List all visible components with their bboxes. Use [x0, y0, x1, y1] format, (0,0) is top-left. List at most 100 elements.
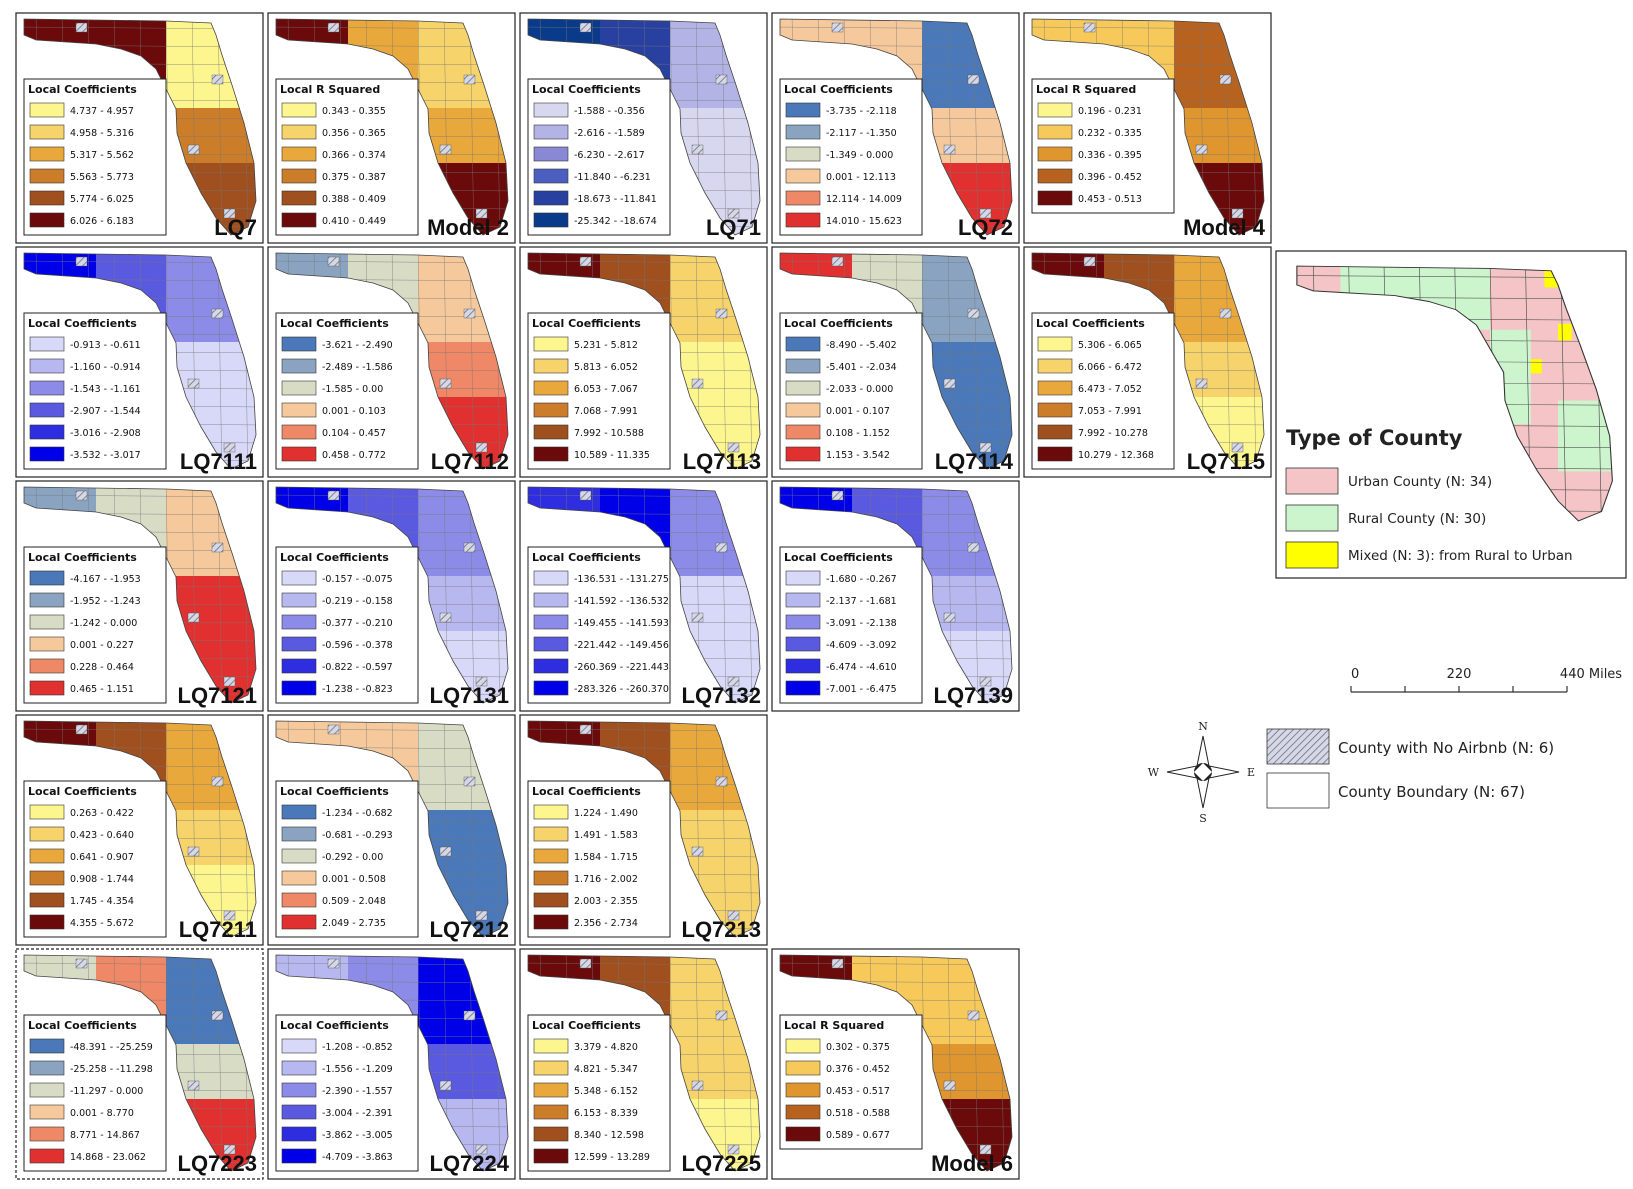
legend-class: 0.518 - 0.588: [826, 1108, 890, 1119]
legend-class: 10.279 - 12.368: [1078, 450, 1154, 461]
legend-title: Local R Squared: [280, 83, 380, 96]
legend-swatch: [30, 593, 64, 607]
map-panel: Local Coefficients-3.621 - -2.490-2.489 …: [268, 247, 518, 487]
legend-class: 0.366 - 0.374: [322, 150, 386, 161]
legend-swatch: [534, 213, 568, 227]
legend-title: Local Coefficients: [532, 551, 641, 564]
no-airbnb-county: [968, 309, 979, 318]
legend-class: 0.376 - 0.452: [826, 1064, 890, 1075]
legend-swatch: [1038, 337, 1072, 351]
legend-class: 0.589 - 0.677: [826, 1130, 890, 1141]
legend-swatch: [282, 169, 316, 183]
legend-swatch: [786, 125, 820, 139]
compass-label: N: [1198, 720, 1208, 733]
map-panel: Local Coefficients0.263 - 0.4220.423 - 0…: [16, 715, 266, 955]
map-panel: Local R Squared0.302 - 0.3750.376 - 0.45…: [772, 949, 1022, 1189]
legend-class: -6.230 - -2.617: [574, 150, 645, 161]
legend-swatch: [786, 637, 820, 651]
legend-swatch: [534, 637, 568, 651]
map-panel: Local Coefficients-48.391 - -25.259-25.2…: [16, 949, 266, 1189]
legend-swatch: [1038, 447, 1072, 461]
legend-swatch: [282, 337, 316, 351]
legend-title: Local Coefficients: [532, 1019, 641, 1032]
legend-swatch: [786, 1061, 820, 1075]
legend-swatch: [282, 447, 316, 461]
no-airbnb-county: [692, 1081, 703, 1090]
no-airbnb-county: [188, 847, 199, 856]
legend-class: 14.010 - 15.623: [826, 216, 902, 227]
legend-swatch: [30, 1127, 64, 1141]
legend-class: 0.228 - 0.464: [70, 662, 134, 673]
legend-swatch: [282, 1149, 316, 1163]
no-airbnb-county: [212, 75, 223, 84]
legend-class: 4.355 - 5.672: [70, 918, 134, 929]
legend-class: 0.196 - 0.231: [1078, 106, 1142, 117]
map-panel: Local Coefficients3.379 - 4.8204.821 - 5…: [520, 949, 770, 1189]
legend-title: Local Coefficients: [280, 1019, 389, 1032]
legend-swatch: [786, 147, 820, 161]
legend-swatch: [534, 425, 568, 439]
legend-entry: Mixed (N: 3): from Rural to Urban: [1348, 548, 1573, 564]
no-airbnb-county: [440, 847, 451, 856]
legend-title: Local Coefficients: [532, 785, 641, 798]
no-airbnb-county: [1084, 23, 1095, 32]
legend-swatch: [534, 169, 568, 183]
legend-swatch: [786, 1039, 820, 1053]
legend-swatch: [534, 849, 568, 863]
map-panel: Local Coefficients-3.735 - -2.118-2.117 …: [772, 13, 1022, 253]
panel-label: Model 4: [1183, 215, 1266, 240]
legend-class: 5.231 - 5.812: [574, 340, 638, 351]
legend-class: 4.737 - 4.957: [70, 106, 134, 117]
legend-swatch: [1038, 103, 1072, 117]
no-airbnb-county: [1084, 257, 1095, 266]
legend-swatch: [1286, 505, 1338, 531]
no-airbnb-county: [76, 491, 87, 500]
legend-class: -0.219 - -0.158: [322, 596, 393, 607]
panel-label: LQ7131: [430, 683, 510, 708]
page: {"palettes":{ "seq":["#fdf68f","#f6d36b"…: [0, 0, 1633, 1189]
legend-class: 0.423 - 0.640: [70, 830, 134, 841]
legend-title: Local Coefficients: [532, 83, 641, 96]
legend-swatch: [534, 447, 568, 461]
legend-class: -4.609 - -3.092: [826, 640, 897, 651]
legend-title: Type of County: [1286, 426, 1463, 450]
panel-label: LQ7212: [430, 917, 510, 942]
map-panel: Local Coefficients-8.490 - -5.402-5.401 …: [772, 247, 1022, 487]
legend-class: 0.001 - 0.508: [322, 874, 386, 885]
map-panel: Local Coefficients-1.234 - -0.682-0.681 …: [268, 715, 518, 955]
legend-swatch: [282, 571, 316, 585]
no-airbnb-county: [692, 145, 703, 154]
legend-class: 12.114 - 14.009: [826, 194, 902, 205]
legend-class: 0.908 - 1.744: [70, 874, 134, 885]
legend-swatch: [30, 681, 64, 695]
legend-swatch: [30, 849, 64, 863]
no-airbnb-county: [212, 1011, 223, 1020]
no-airbnb-county: [580, 23, 591, 32]
legend-swatch: [30, 915, 64, 929]
legend-class: 7.992 - 10.588: [574, 428, 644, 439]
no-airbnb-county: [188, 613, 199, 622]
legend-swatch: [534, 103, 568, 117]
legend-swatch: [282, 125, 316, 139]
no-airbnb-county: [212, 777, 223, 786]
panel-label: LQ7114: [935, 449, 1014, 474]
legend-swatch: [534, 571, 568, 585]
legend-swatch: [786, 403, 820, 417]
legend-class: 0.453 - 0.513: [1078, 194, 1142, 205]
legend-class: 0.465 - 1.151: [70, 684, 134, 695]
legend-class: -7.001 - -6.475: [826, 684, 897, 695]
no-airbnb-county: [188, 1081, 199, 1090]
no-airbnb-county: [1220, 75, 1231, 84]
legend-class: 4.821 - 5.347: [574, 1064, 638, 1075]
legend-swatch: [30, 337, 64, 351]
legend-swatch: [534, 359, 568, 373]
panel-label: LQ7211: [179, 917, 257, 942]
legend-swatch: [786, 681, 820, 695]
legend-class: -0.292 - 0.00: [322, 852, 383, 863]
legend-swatch: [282, 191, 316, 205]
legend-swatch: [786, 615, 820, 629]
legend-swatch: [786, 359, 820, 373]
legend-swatch: [534, 191, 568, 205]
legend-swatch: [1286, 468, 1338, 494]
